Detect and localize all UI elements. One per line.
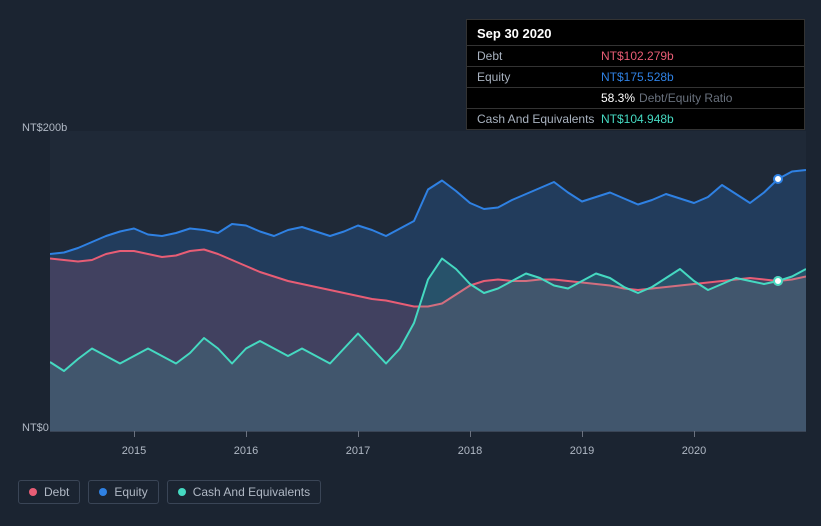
tooltip-row-label (477, 91, 601, 105)
legend-dot-icon (178, 488, 186, 496)
legend-label: Cash And Equivalents (193, 485, 310, 499)
x-tick-2020: 2020 (682, 445, 706, 457)
tooltip-row-label: Debt (477, 49, 601, 63)
tooltip-row-value: NT$102.279b (601, 49, 674, 63)
x-tick-mark-2019 (582, 431, 583, 437)
legend-item-cash[interactable]: Cash And Equivalents (167, 480, 321, 504)
x-tick-mark-2016 (246, 431, 247, 437)
chart-plot-area[interactable] (50, 131, 806, 431)
legend: Debt Equity Cash And Equivalents (18, 480, 321, 504)
x-tick-2018: 2018 (458, 445, 482, 457)
x-tick-mark-2017 (358, 431, 359, 437)
legend-item-debt[interactable]: Debt (18, 480, 80, 504)
chart-svg (50, 131, 806, 431)
gridline-bottom (50, 431, 806, 432)
tooltip-row-value: NT$104.948b (601, 112, 674, 126)
x-tick-2015: 2015 (122, 445, 146, 457)
legend-dot-icon (29, 488, 37, 496)
tooltip-row-extra: Debt/Equity Ratio (639, 91, 732, 105)
x-tick-mark-2020 (694, 431, 695, 437)
x-axis: 2015 2016 2017 2018 2019 2020 (50, 445, 806, 465)
x-tick-2019: 2019 (570, 445, 594, 457)
tooltip-row-label: Cash And Equivalents (477, 112, 601, 126)
y-axis-label-bottom: NT$0 (22, 422, 49, 434)
highlight-marker-equity (773, 174, 783, 184)
tooltip-row-value: NT$175.528b (601, 70, 674, 84)
tooltip-title: Sep 30 2020 (467, 26, 804, 45)
x-tick-2017: 2017 (346, 445, 370, 457)
legend-item-equity[interactable]: Equity (88, 480, 158, 504)
x-tick-2016: 2016 (234, 445, 258, 457)
tooltip-row-0: DebtNT$102.279b (467, 45, 804, 66)
legend-dot-icon (99, 488, 107, 496)
tooltip-row-1: EquityNT$175.528b (467, 66, 804, 87)
tooltip: Sep 30 2020 DebtNT$102.279bEquityNT$175.… (466, 19, 805, 130)
tooltip-row-2: 58.3%Debt/Equity Ratio (467, 87, 804, 108)
highlight-marker-cash (773, 276, 783, 286)
tooltip-row-3: Cash And EquivalentsNT$104.948b (467, 108, 804, 129)
x-tick-mark-2018 (470, 431, 471, 437)
x-tick-mark-2015 (134, 431, 135, 437)
tooltip-row-label: Equity (477, 70, 601, 84)
tooltip-row-value: 58.3%Debt/Equity Ratio (601, 91, 732, 105)
legend-label: Equity (114, 485, 147, 499)
chart-container: NT$200b NT$0 201520162017201820192020 Se… (0, 0, 821, 526)
legend-label: Debt (44, 485, 69, 499)
